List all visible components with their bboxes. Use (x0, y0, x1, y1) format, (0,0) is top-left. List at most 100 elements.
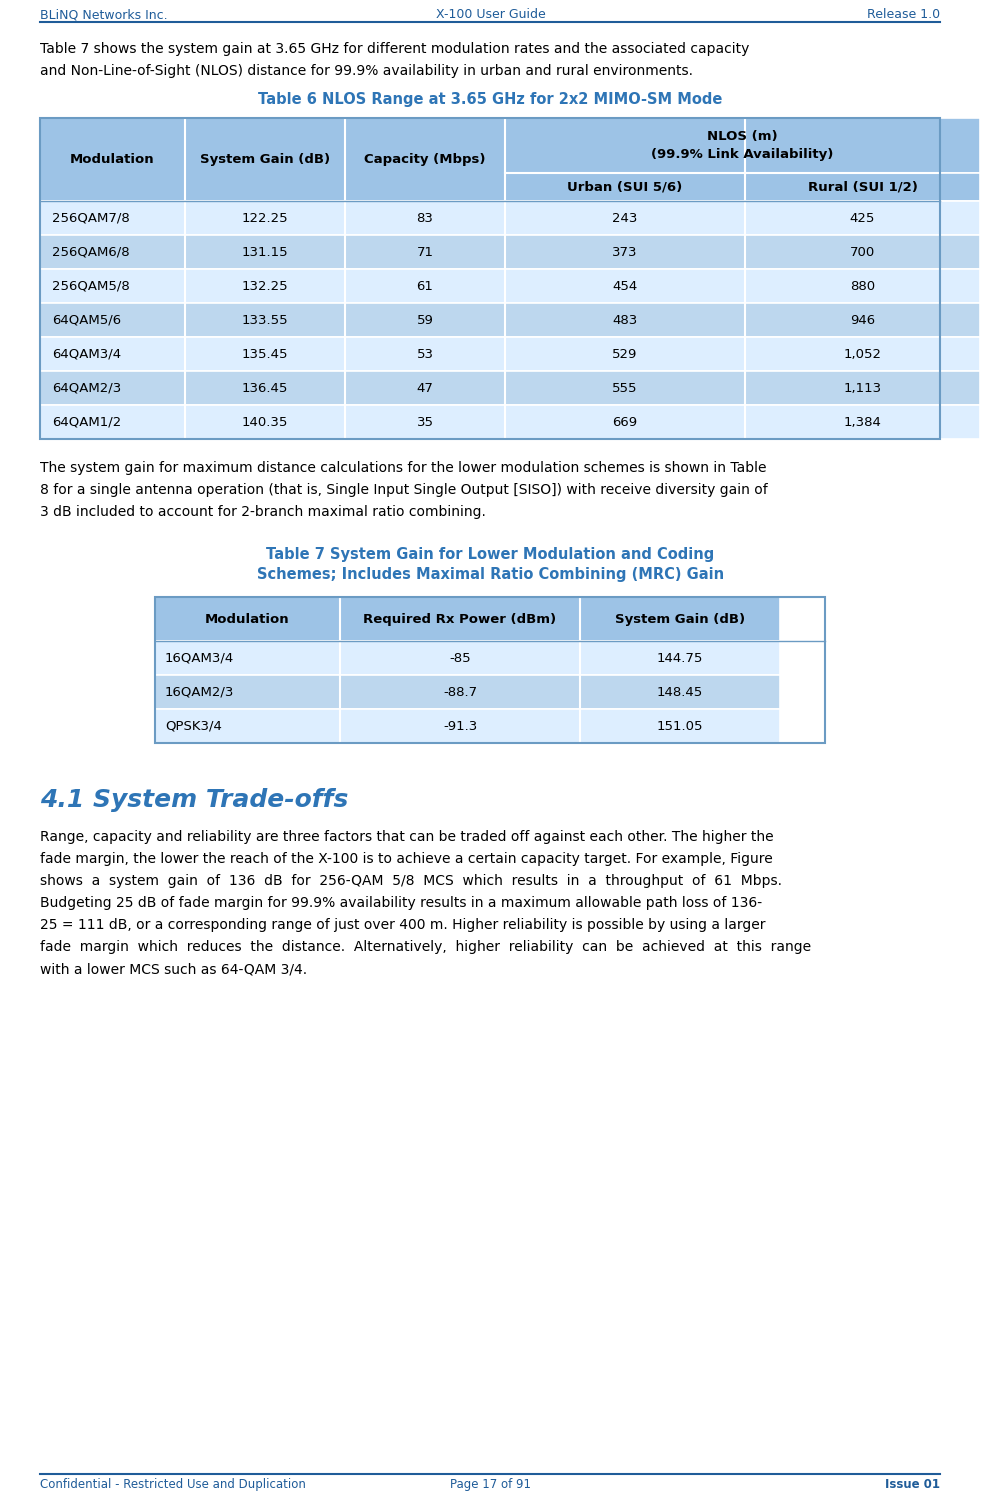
Text: 25 = 111 dB, or a corresponding range of just over 400 m. Higher reliability is : 25 = 111 dB, or a corresponding range of… (40, 919, 765, 932)
Text: Urban (SUI 5/6): Urban (SUI 5/6) (567, 181, 683, 193)
Bar (745, 371, 980, 405)
Text: 64QAM1/2: 64QAM1/2 (52, 416, 122, 428)
Text: 946: 946 (850, 314, 875, 326)
Bar (40, 371, 185, 405)
Bar (505, 174, 745, 200)
Bar (185, 200, 345, 235)
Bar (155, 709, 340, 744)
Bar (505, 200, 745, 235)
Text: fade margin, the lower the reach of the X-100 is to achieve a certain capacity t: fade margin, the lower the reach of the … (40, 853, 773, 866)
Text: 122.25: 122.25 (241, 211, 288, 224)
Bar (505, 304, 745, 337)
Bar (745, 304, 980, 337)
Text: and Non-Line-of-Sight (NLOS) distance for 99.9% availability in urban and rural : and Non-Line-of-Sight (NLOS) distance fo… (40, 64, 693, 78)
Bar (155, 597, 340, 640)
Bar (580, 675, 780, 709)
Text: 1,113: 1,113 (844, 381, 882, 395)
Bar (340, 640, 580, 675)
Bar (40, 269, 185, 304)
Text: 3 dB included to account for 2-branch maximal ratio combining.: 3 dB included to account for 2-branch ma… (40, 506, 486, 519)
Text: 256QAM7/8: 256QAM7/8 (52, 211, 129, 224)
Text: 454: 454 (612, 280, 638, 293)
Bar (185, 235, 345, 269)
Text: Capacity (Mbps): Capacity (Mbps) (364, 153, 486, 166)
Bar (580, 597, 780, 640)
Text: 53: 53 (417, 347, 434, 361)
Text: Table 7 shows the system gain at 3.65 GHz for different modulation rates and the: Table 7 shows the system gain at 3.65 GH… (40, 42, 749, 55)
Text: Page 17 of 91: Page 17 of 91 (450, 1478, 531, 1492)
Text: fade  margin  which  reduces  the  distance.  Alternatively,  higher  reliabilit: fade margin which reduces the distance. … (40, 939, 811, 954)
Bar (345, 405, 505, 438)
Text: 700: 700 (850, 245, 875, 259)
Text: 529: 529 (612, 347, 638, 361)
Bar (340, 675, 580, 709)
Text: 880: 880 (850, 280, 875, 293)
Text: 135.45: 135.45 (241, 347, 288, 361)
Bar (505, 337, 745, 371)
Text: Rural (SUI 1/2): Rural (SUI 1/2) (807, 181, 917, 193)
Bar (185, 405, 345, 438)
Text: 669: 669 (612, 416, 638, 428)
Bar (745, 269, 980, 304)
Bar (345, 269, 505, 304)
Text: -91.3: -91.3 (442, 720, 477, 733)
Text: 64QAM2/3: 64QAM2/3 (52, 381, 122, 395)
Bar (345, 235, 505, 269)
Bar (40, 235, 185, 269)
Bar (345, 371, 505, 405)
Text: 61: 61 (417, 280, 434, 293)
Text: 4.1 System Trade-offs: 4.1 System Trade-offs (40, 788, 348, 812)
Text: 132.25: 132.25 (241, 280, 288, 293)
Bar (745, 174, 980, 200)
Text: 131.15: 131.15 (241, 245, 288, 259)
Bar (745, 337, 980, 371)
Bar (185, 337, 345, 371)
Text: 373: 373 (612, 245, 638, 259)
Bar (185, 118, 345, 200)
Text: Schemes; Includes Maximal Ratio Combining (MRC) Gain: Schemes; Includes Maximal Ratio Combinin… (257, 567, 724, 582)
Text: Issue 01: Issue 01 (885, 1478, 940, 1492)
Bar (745, 235, 980, 269)
Text: 1,384: 1,384 (844, 416, 882, 428)
Text: System Gain (dB): System Gain (dB) (200, 153, 330, 166)
Bar (155, 640, 340, 675)
Text: QPSK3/4: QPSK3/4 (165, 720, 222, 733)
Text: 148.45: 148.45 (657, 685, 703, 699)
Text: 59: 59 (417, 314, 434, 326)
Text: Required Rx Power (dBm): Required Rx Power (dBm) (363, 612, 556, 625)
Bar (40, 337, 185, 371)
Text: 136.45: 136.45 (241, 381, 288, 395)
Text: 35: 35 (417, 416, 434, 428)
Bar (40, 405, 185, 438)
Text: Table 6 NLOS Range at 3.65 GHz for 2x2 MIMO-SM Mode: Table 6 NLOS Range at 3.65 GHz for 2x2 M… (258, 91, 723, 108)
Text: NLOS (m)
(99.9% Link Availability): NLOS (m) (99.9% Link Availability) (651, 130, 834, 162)
Text: 256QAM6/8: 256QAM6/8 (52, 245, 129, 259)
Bar (580, 709, 780, 744)
Text: 64QAM3/4: 64QAM3/4 (52, 347, 121, 361)
Bar (345, 200, 505, 235)
Text: 133.55: 133.55 (241, 314, 288, 326)
Text: 16QAM3/4: 16QAM3/4 (165, 651, 234, 664)
Bar (505, 371, 745, 405)
Bar (345, 118, 505, 200)
Text: 140.35: 140.35 (241, 416, 288, 428)
Bar (340, 597, 580, 640)
Text: System Gain (dB): System Gain (dB) (615, 612, 745, 625)
Text: 483: 483 (612, 314, 638, 326)
Text: 64QAM5/6: 64QAM5/6 (52, 314, 121, 326)
Bar (40, 118, 185, 200)
Bar (745, 405, 980, 438)
Bar (155, 597, 825, 744)
Text: -88.7: -88.7 (443, 685, 477, 699)
Text: Release 1.0: Release 1.0 (867, 7, 940, 21)
Bar (40, 200, 185, 235)
Text: 16QAM2/3: 16QAM2/3 (165, 685, 234, 699)
Text: 425: 425 (850, 211, 875, 224)
Text: Range, capacity and reliability are three factors that can be traded off against: Range, capacity and reliability are thre… (40, 830, 774, 844)
Bar (505, 118, 980, 174)
Bar (40, 304, 185, 337)
Text: with a lower MCS such as 64-QAM 3/4.: with a lower MCS such as 64-QAM 3/4. (40, 962, 307, 975)
Text: shows  a  system  gain  of  136  dB  for  256-QAM  5/8  MCS  which  results  in : shows a system gain of 136 dB for 256-QA… (40, 874, 782, 889)
Text: BLiNQ Networks Inc.: BLiNQ Networks Inc. (40, 7, 168, 21)
Text: 243: 243 (612, 211, 638, 224)
